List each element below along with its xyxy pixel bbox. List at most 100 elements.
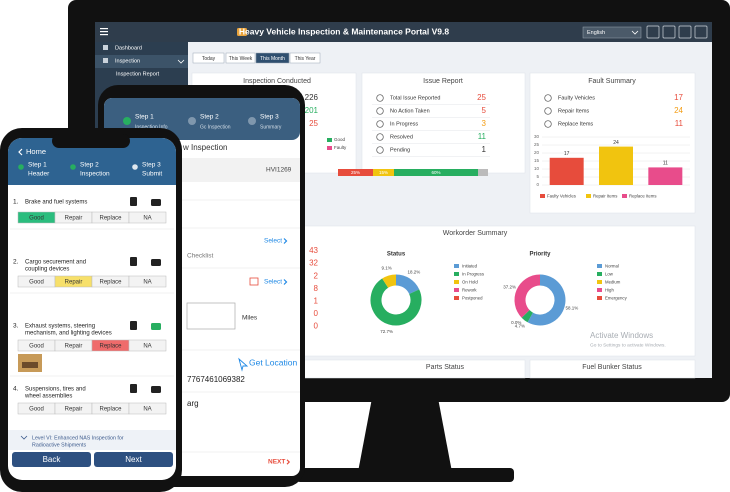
text-input[interactable]	[186, 302, 236, 330]
option-label[interactable]: Good	[29, 343, 44, 349]
select-link[interactable]: Select	[264, 238, 282, 245]
option-button[interactable]	[128, 275, 167, 288]
nav-button[interactable]	[94, 452, 173, 467]
issue-value: 5	[482, 106, 487, 115]
option-label[interactable]: Replace	[99, 215, 122, 221]
next-link[interactable]: NEXT	[268, 459, 285, 466]
side-value: 0	[314, 322, 319, 331]
card	[529, 359, 696, 379]
document-icon[interactable]	[130, 384, 137, 393]
nav-button[interactable]	[12, 452, 91, 467]
select-link[interactable]: Select	[264, 279, 282, 286]
step-dot	[188, 117, 196, 125]
menu-icon	[100, 28, 108, 30]
sidebar-active	[95, 55, 188, 68]
option-label[interactable]: Replace	[99, 406, 122, 412]
period-tab-label[interactable]: Today	[202, 56, 216, 62]
option-label[interactable]: Good	[29, 406, 44, 412]
option-label[interactable]: NA	[143, 215, 151, 221]
legend-swatch	[454, 264, 459, 268]
fault-value: 24	[674, 106, 683, 115]
option-label[interactable]: Repair	[65, 215, 83, 221]
step-dot	[18, 164, 24, 170]
period-tab[interactable]	[289, 52, 321, 64]
option-label[interactable]: Replace	[99, 343, 122, 349]
footer-caret	[20, 435, 28, 440]
step-title: Step 1	[135, 114, 154, 121]
step-title: Step 3	[260, 114, 279, 121]
option-label[interactable]: Replace	[99, 279, 122, 285]
portal-title: Heavy Vehicle Inspection & Maintenance P…	[239, 26, 449, 36]
document-icon[interactable]	[130, 197, 137, 206]
option-label[interactable]: NA	[143, 279, 151, 285]
sidebar-item[interactable]: Dashboard	[115, 45, 142, 51]
side-value: 32	[309, 259, 318, 268]
item-label: Suspensions, tires and	[25, 387, 86, 393]
period-tab-label[interactable]: This Year	[295, 56, 316, 62]
step-label: Inspection Info	[135, 124, 168, 130]
nav-button-label[interactable]: Next	[125, 455, 142, 464]
camera-icon[interactable]	[151, 323, 161, 330]
sidebar-icon	[103, 58, 108, 63]
card	[299, 359, 526, 379]
location-icon	[238, 357, 249, 372]
warning-icon	[249, 277, 259, 286]
legend-swatch	[597, 272, 602, 276]
y-tick-label: 5	[536, 174, 539, 179]
option-button[interactable]	[128, 211, 167, 224]
option-label[interactable]: Good	[29, 215, 44, 221]
legend-label: Replace Items	[629, 193, 656, 198]
progress-label: 60%	[431, 170, 440, 175]
legend-label: Good	[334, 137, 346, 142]
issue-icon	[376, 133, 384, 141]
camera-icon[interactable]	[151, 259, 161, 266]
logo-icon	[237, 28, 247, 36]
pie-value-label: 58.1%	[566, 305, 579, 310]
legend-label: Faulty Vehicles	[547, 193, 576, 198]
option-label[interactable]: Repair	[65, 279, 83, 285]
step-dot	[132, 164, 138, 170]
monitor-neck	[358, 398, 452, 472]
item-number: 1.	[13, 199, 19, 206]
legend-label: Low	[605, 271, 614, 276]
period-tab[interactable]	[255, 52, 290, 64]
issue-label: Resolved	[390, 134, 413, 140]
period-tab-label[interactable]: This Month	[260, 56, 285, 62]
header-icon-button[interactable]	[694, 25, 708, 39]
issue-icon	[376, 146, 384, 154]
step-label: Gc Inspection	[200, 124, 231, 130]
phone-header-fill	[8, 160, 176, 185]
document-icon[interactable]	[130, 321, 137, 330]
side-value: 8	[314, 284, 319, 293]
legend-swatch	[597, 280, 602, 284]
period-tab[interactable]	[225, 52, 256, 64]
period-tab-label[interactable]: This Week	[229, 56, 253, 62]
option-label[interactable]: Repair	[65, 406, 83, 412]
nav-button-label[interactable]: Back	[43, 455, 62, 464]
item-label: Exhaust systems, steering	[25, 324, 95, 330]
option-label[interactable]: Good	[29, 279, 44, 285]
language-dropdown[interactable]	[582, 26, 642, 39]
progress-segment	[394, 169, 478, 176]
option-label[interactable]: NA	[143, 343, 151, 349]
option-button[interactable]	[128, 339, 167, 352]
chevron	[286, 459, 291, 465]
back-link[interactable]: Home	[26, 147, 46, 156]
option-button[interactable]	[128, 402, 167, 415]
header-icon-button[interactable]	[678, 25, 692, 39]
camera-icon[interactable]	[151, 386, 161, 393]
location-link[interactable]: Get Location	[249, 357, 297, 367]
sidebar-icon	[103, 45, 108, 50]
header-icon-button[interactable]	[662, 25, 676, 39]
option-label[interactable]: NA	[143, 406, 151, 412]
document-icon[interactable]	[130, 257, 137, 266]
step-title: Step 2	[200, 114, 219, 121]
camera-icon[interactable]	[151, 199, 161, 206]
option-label[interactable]: Repair	[65, 343, 83, 349]
language-label[interactable]: English	[587, 30, 605, 36]
header-icon-button[interactable]	[646, 25, 660, 39]
sidebar-item[interactable]: Inspection Report	[116, 71, 160, 77]
period-tab[interactable]	[192, 52, 225, 64]
sidebar-item[interactable]: Inspection	[115, 58, 140, 64]
fault-icon	[544, 120, 552, 128]
